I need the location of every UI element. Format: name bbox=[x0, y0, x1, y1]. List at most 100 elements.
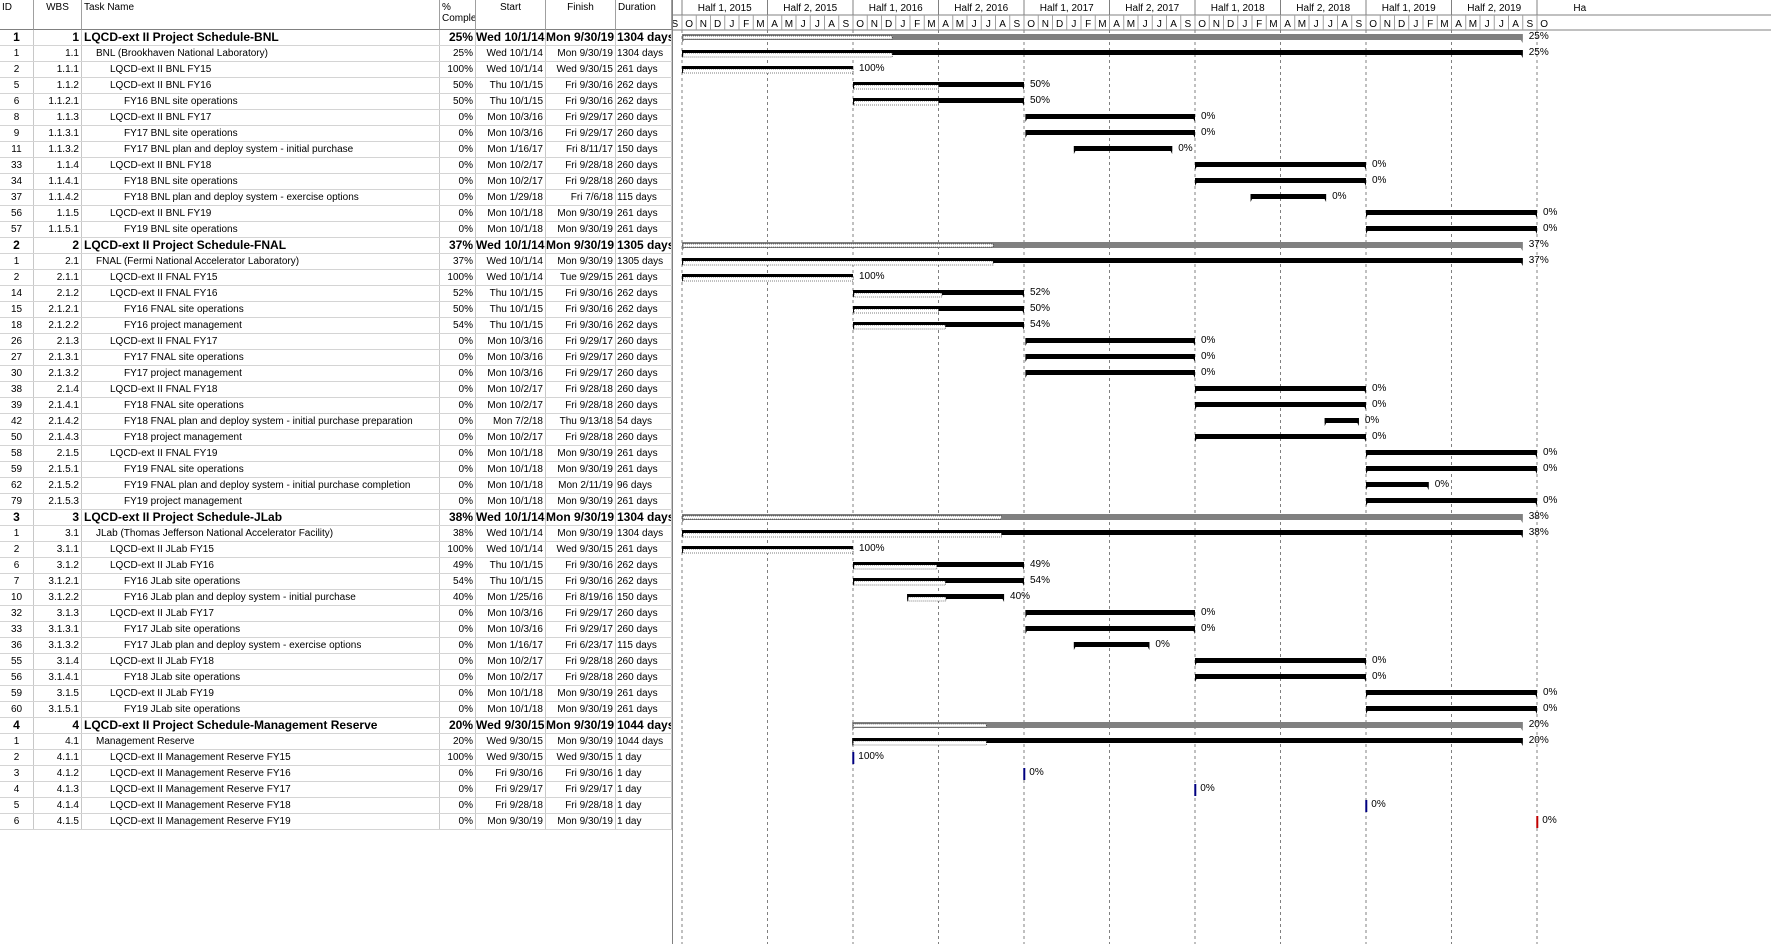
task-row[interactable]: 33 1.1.4 LQCD-ext II BNL FY18 0% Mon 10/2/17… bbox=[0, 158, 672, 174]
col-header-percent-complete[interactable]: % Comple bbox=[440, 0, 476, 30]
col-header-id[interactable]: ID bbox=[0, 0, 34, 30]
task-bar[interactable] bbox=[1366, 466, 1537, 471]
task-bar[interactable] bbox=[1025, 626, 1195, 631]
task-row[interactable]: 1 3.1 JLab (Thomas Jefferson National Acce… bbox=[0, 526, 672, 542]
task-row[interactable]: 4 4.1.3 LQCD-ext II Management Reserve FY1… bbox=[0, 782, 672, 798]
task-row[interactable]: 58 2.1.5 LQCD-ext II FNAL FY19 0% Mon 10/1/1… bbox=[0, 446, 672, 462]
task-bar[interactable] bbox=[1195, 402, 1366, 407]
task-row[interactable]: 8 1.1.3 LQCD-ext II BNL FY17 0% Mon 10/3/16 F… bbox=[0, 110, 672, 126]
task-row[interactable]: 10 3.1.2.2 FY16 JLab plan and deploy syste… bbox=[0, 590, 672, 606]
task-row[interactable]: 14 2.1.2 LQCD-ext II FNAL FY16 52% Thu 10/1/… bbox=[0, 286, 672, 302]
task-bar[interactable] bbox=[907, 594, 1005, 599]
task-bar[interactable] bbox=[1366, 450, 1537, 455]
task-row[interactable]: 56 3.1.4.1 FY18 JLab site operations 0% Mon … bbox=[0, 670, 672, 686]
col-header-duration[interactable]: Duration bbox=[616, 0, 672, 30]
task-bar[interactable] bbox=[1366, 498, 1537, 503]
task-bar[interactable] bbox=[1073, 642, 1150, 647]
task-row[interactable]: 1 4.1 Management Reserve 20% Wed 9/30/15 Mon … bbox=[0, 734, 672, 750]
task-bar[interactable] bbox=[1195, 434, 1366, 439]
task-bar[interactable] bbox=[682, 66, 853, 71]
task-bar[interactable] bbox=[1366, 690, 1537, 695]
task-bar[interactable] bbox=[1025, 354, 1195, 359]
milestone-marker[interactable] bbox=[1023, 768, 1026, 780]
task-bar[interactable] bbox=[1366, 226, 1537, 231]
task-row[interactable]: 2 1.1.1 LQCD-ext II BNL FY15 100% Wed 10/1/1… bbox=[0, 62, 672, 78]
task-row[interactable]: 15 2.1.2.1 FY16 FNAL site operations 50% Thu… bbox=[0, 302, 672, 318]
task-bar[interactable] bbox=[1366, 210, 1537, 215]
summary-task-row[interactable]: 1 1 LQCD-ext II Project Schedule-BNL 25% Wed… bbox=[0, 30, 672, 46]
task-bar[interactable] bbox=[682, 258, 1523, 263]
task-bar[interactable] bbox=[1195, 162, 1366, 167]
task-row[interactable]: 38 2.1.4 LQCD-ext II FNAL FY18 0% Mon 10/2/1… bbox=[0, 382, 672, 398]
task-bar[interactable] bbox=[682, 274, 853, 279]
task-row[interactable]: 42 2.1.4.2 FY18 FNAL plan and deploy syste… bbox=[0, 414, 672, 430]
task-bar[interactable] bbox=[853, 290, 1024, 295]
task-row[interactable]: 59 2.1.5.1 FY19 FNAL site operations 0% Mon … bbox=[0, 462, 672, 478]
task-bar[interactable] bbox=[853, 578, 1024, 583]
task-row[interactable]: 2 3.1.1 LQCD-ext II JLab FY15 100% Wed 10/1/… bbox=[0, 542, 672, 558]
task-bar[interactable] bbox=[853, 306, 1024, 311]
task-row[interactable]: 2 4.1.1 LQCD-ext II Management Reserve FY1… bbox=[0, 750, 672, 766]
task-row[interactable]: 39 2.1.4.1 FY18 FNAL site operations 0% Mon … bbox=[0, 398, 672, 414]
summary-task-row[interactable]: 3 3 LQCD-ext II Project Schedule-JLab 38% We… bbox=[0, 510, 672, 526]
summary-bar[interactable] bbox=[852, 722, 1523, 728]
task-bar[interactable] bbox=[1366, 482, 1429, 487]
task-row[interactable]: 33 3.1.3.1 FY17 JLab site operations 0% Mon … bbox=[0, 622, 672, 638]
summary-task-row[interactable]: 4 4 LQCD-ext II Project Schedule-Managemen… bbox=[0, 718, 672, 734]
task-bar[interactable] bbox=[1025, 338, 1195, 343]
task-row[interactable]: 60 3.1.5.1 FY19 JLab site operations 0% Mon … bbox=[0, 702, 672, 718]
task-row[interactable]: 5 4.1.4 LQCD-ext II Management Reserve FY1… bbox=[0, 798, 672, 814]
task-bar[interactable] bbox=[1195, 386, 1366, 391]
summary-bar[interactable] bbox=[682, 514, 1523, 520]
task-row[interactable]: 5 1.1.2 LQCD-ext II BNL FY16 50% Thu 10/1/15… bbox=[0, 78, 672, 94]
task-row[interactable]: 6 3.1.2 LQCD-ext II JLab FY16 49% Thu 10/1/1… bbox=[0, 558, 672, 574]
task-row[interactable]: 62 2.1.5.2 FY19 FNAL plan and deploy syste… bbox=[0, 478, 672, 494]
task-bar[interactable] bbox=[853, 322, 1024, 327]
task-row[interactable]: 27 2.1.3.1 FY17 FNAL site operations 0% Mon … bbox=[0, 350, 672, 366]
task-row[interactable]: 6 1.1.2.1 FY16 BNL site operations 50% Thu 1… bbox=[0, 94, 672, 110]
task-row[interactable]: 59 3.1.5 LQCD-ext II JLab FY19 0% Mon 10/1/1… bbox=[0, 686, 672, 702]
task-bar[interactable] bbox=[1250, 194, 1327, 199]
task-bar[interactable] bbox=[1366, 706, 1537, 711]
task-row[interactable]: 50 2.1.4.3 FY18 project management 0% Mon 10… bbox=[0, 430, 672, 446]
task-bar[interactable] bbox=[1195, 178, 1366, 183]
milestone-marker[interactable] bbox=[1536, 816, 1539, 828]
task-row[interactable]: 37 1.1.4.2 FY18 BNL plan and deploy system… bbox=[0, 190, 672, 206]
task-row[interactable]: 18 2.1.2.2 FY16 project management 54% Thu 1… bbox=[0, 318, 672, 334]
task-bar[interactable] bbox=[1073, 146, 1173, 151]
col-header-wbs[interactable]: WBS bbox=[34, 0, 82, 30]
task-bar[interactable] bbox=[853, 562, 1024, 567]
task-row[interactable]: 36 3.1.3.2 FY17 JLab plan and deploy syste… bbox=[0, 638, 672, 654]
task-bar[interactable] bbox=[1025, 114, 1195, 119]
col-header-start[interactable]: Start bbox=[476, 0, 546, 30]
task-row[interactable]: 2 2.1.1 LQCD-ext II FNAL FY15 100% Wed 10/1/… bbox=[0, 270, 672, 286]
task-bar[interactable] bbox=[682, 50, 1523, 55]
task-row[interactable]: 34 1.1.4.1 FY18 BNL site operations 0% Mon 1… bbox=[0, 174, 672, 190]
summary-bar[interactable] bbox=[682, 242, 1523, 248]
task-row[interactable]: 56 1.1.5 LQCD-ext II BNL FY19 0% Mon 10/1/18… bbox=[0, 206, 672, 222]
task-bar[interactable] bbox=[1195, 658, 1366, 663]
milestone-marker[interactable] bbox=[1365, 800, 1368, 812]
task-bar[interactable] bbox=[682, 530, 1523, 535]
task-row[interactable]: 32 3.1.3 LQCD-ext II JLab FY17 0% Mon 10/3/1… bbox=[0, 606, 672, 622]
task-row[interactable]: 26 2.1.3 LQCD-ext II FNAL FY17 0% Mon 10/3/1… bbox=[0, 334, 672, 350]
col-header-task-name[interactable]: Task Name bbox=[82, 0, 440, 30]
task-bar[interactable] bbox=[1025, 130, 1195, 135]
task-row[interactable]: 30 2.1.3.2 FY17 project management 0% Mon 10… bbox=[0, 366, 672, 382]
task-bar[interactable] bbox=[682, 546, 853, 551]
gantt-chart[interactable]: Half 1, 2015 Half 2, 2015 Half 1, 2016 Half… bbox=[672, 0, 1771, 944]
summary-task-row[interactable]: 2 2 LQCD-ext II Project Schedule-FNAL 37% We… bbox=[0, 238, 672, 254]
milestone-marker[interactable] bbox=[1194, 784, 1197, 796]
task-bar[interactable] bbox=[853, 98, 1024, 103]
task-row[interactable]: 55 3.1.4 LQCD-ext II JLab FY18 0% Mon 10/2/1… bbox=[0, 654, 672, 670]
task-row[interactable]: 7 3.1.2.1 FY16 JLab site operations 54% Thu … bbox=[0, 574, 672, 590]
task-row[interactable]: 57 1.1.5.1 FY19 BNL site operations 0% Mon 1… bbox=[0, 222, 672, 238]
task-row[interactable]: 1 2.1 FNAL (Fermi National Accelerator Lab… bbox=[0, 254, 672, 270]
task-row[interactable]: 79 2.1.5.3 FY19 project management 0% Mon 10… bbox=[0, 494, 672, 510]
task-row[interactable]: 3 4.1.2 LQCD-ext II Management Reserve FY1… bbox=[0, 766, 672, 782]
task-row[interactable]: 6 4.1.5 LQCD-ext II Management Reserve FY1… bbox=[0, 814, 672, 830]
summary-bar[interactable] bbox=[682, 34, 1523, 40]
task-bar[interactable] bbox=[1195, 674, 1366, 679]
task-row[interactable]: 11 1.1.3.2 FY17 BNL plan and deploy system… bbox=[0, 142, 672, 158]
milestone-marker[interactable] bbox=[852, 752, 855, 764]
